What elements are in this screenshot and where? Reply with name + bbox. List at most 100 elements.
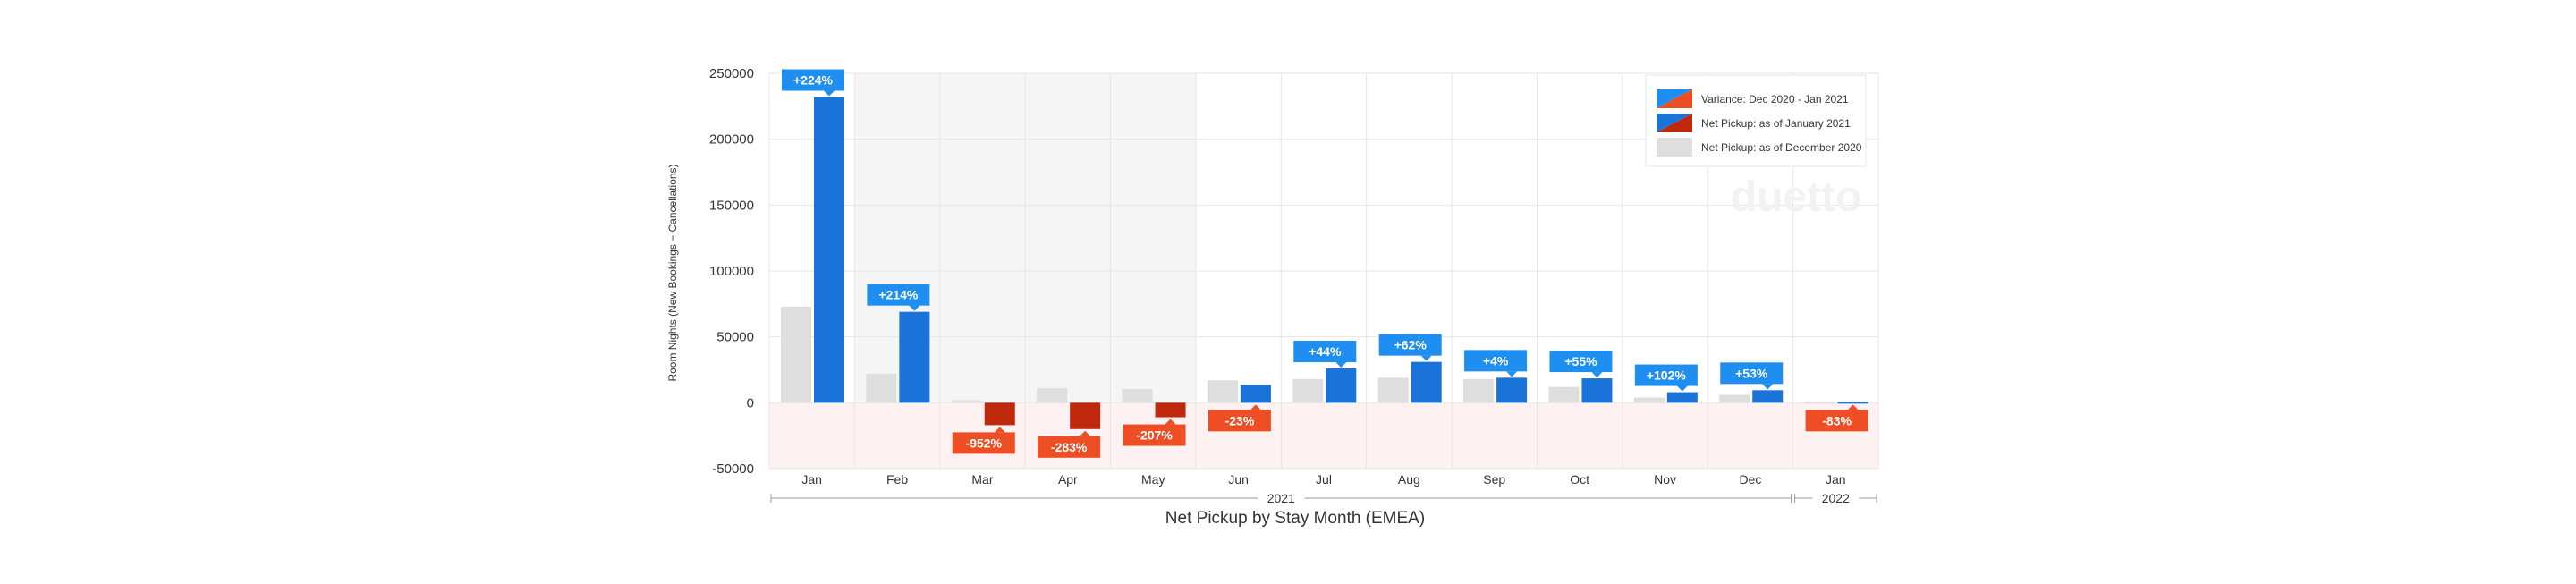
variance-label: -83% — [1822, 413, 1852, 427]
variance-badge — [1208, 410, 1271, 432]
variance-label: +214% — [878, 288, 919, 302]
variance-badge — [1464, 350, 1528, 372]
legend: Variance: Dec 2020 - Jan 2021 Net Pickup… — [1645, 74, 1867, 167]
bar-jan-2021 — [1837, 402, 1868, 404]
variance-badge-pointer — [1080, 430, 1091, 436]
bar-dec-2020 — [1037, 388, 1068, 403]
variance-badge-pointer — [1762, 384, 1774, 390]
x-tick-label: Dec — [1739, 472, 1761, 487]
legend-swatch-december — [1657, 138, 1692, 157]
variance-label: +62% — [1394, 338, 1428, 352]
bar-dec-2020 — [866, 373, 897, 403]
legend-label-december: Net Pickup: as of December 2020 — [1701, 141, 1862, 154]
x-tick-label: Sep — [1483, 472, 1505, 487]
bars — [781, 97, 1868, 429]
bar-dec-2020 — [1463, 378, 1495, 403]
variance-label: +4% — [1483, 353, 1509, 368]
variance-badge — [1805, 410, 1868, 432]
y-tick-label: 50000 — [716, 330, 754, 345]
legend-item-variance: Variance: Dec 2020 - Jan 2021 — [1657, 89, 1849, 108]
variance-label: +44% — [1309, 344, 1342, 359]
negative-zone — [769, 402, 1878, 469]
y-tick-label: -50000 — [712, 461, 754, 477]
y-tick-label: 150000 — [709, 198, 754, 213]
bar-dec-2020 — [951, 400, 982, 403]
variance-badge — [867, 284, 930, 306]
x-tick-label: Apr — [1058, 472, 1078, 487]
x-tick-label: May — [1141, 472, 1165, 487]
x-tick-label: Mar — [971, 472, 993, 487]
y-axis-title: Room Nights (New Bookings − Cancellation… — [666, 164, 679, 381]
variance-badge-pointer — [1420, 355, 1432, 361]
bar-jan-2021 — [984, 402, 1015, 426]
year-group-axis: 2021 2022 — [770, 491, 1877, 505]
variance-label: +55% — [1564, 354, 1597, 368]
x-tick-label: Nov — [1654, 472, 1676, 487]
variance-badges: +224% +214% -952% -283% -207% -23% +44% +62% +4%… — [782, 69, 1868, 458]
y-tick-label: 0 — [747, 395, 754, 410]
variance-badge-pointer — [1676, 385, 1688, 392]
bar-dec-2020 — [781, 306, 811, 403]
bar-dec-2020 — [1377, 377, 1409, 403]
legend-swatch-variance-negative — [1657, 89, 1692, 108]
bar-jan-2021 — [1496, 377, 1528, 403]
variance-badge-pointer — [1591, 372, 1603, 378]
y-axis-ticks: 250000 200000 150000 100000 50000 0 -50000 — [709, 66, 754, 477]
y-tick-label: 100000 — [709, 264, 754, 279]
x-axis-labels: Jan Feb Mar Apr May Jun Jul Aug Sep Oct Nov Dec Jan — [801, 472, 1845, 487]
variance-badge-pointer — [1250, 404, 1261, 410]
year-label: 2022 — [1822, 491, 1850, 505]
variance-label: +102% — [1647, 368, 1687, 383]
duetto-watermark: duetto — [1731, 174, 1862, 221]
bar-jan-2021 — [1326, 368, 1357, 403]
variance-badge-pointer — [1335, 362, 1347, 368]
x-tick-label: Aug — [1398, 472, 1420, 487]
x-tick-label: Jan — [1826, 472, 1846, 487]
variance-badge-pointer — [994, 427, 1005, 433]
x-tick-label: Jul — [1316, 472, 1332, 487]
variance-badge — [1038, 436, 1101, 458]
x-tick-label: Jun — [1228, 472, 1249, 487]
y-tick-label: 250000 — [709, 66, 754, 81]
legend-item-december: Net Pickup: as of December 2020 — [1657, 138, 1862, 157]
variance-badge — [1634, 364, 1698, 386]
year-label: 2021 — [1267, 491, 1295, 505]
bar-jan-2021 — [1752, 390, 1784, 403]
x-tick-label: Feb — [886, 472, 908, 487]
x-tick-label: Jan — [801, 472, 822, 487]
variance-badge — [1293, 341, 1357, 363]
variance-badge-pointer — [1165, 419, 1176, 425]
bar-jan-2021 — [814, 97, 844, 403]
legend-label-variance: Variance: Dec 2020 - Jan 2021 — [1701, 93, 1849, 106]
bar-jan-2021 — [1666, 392, 1698, 403]
bar-dec-2020 — [1292, 378, 1324, 403]
x-axis-title: Net Pickup by Stay Month (EMEA) — [1165, 509, 1425, 528]
variance-label: +53% — [1735, 366, 1768, 380]
variance-label: -23% — [1225, 413, 1255, 427]
bar-jan-2021 — [899, 311, 930, 403]
bar-jan-2021 — [1155, 402, 1186, 418]
variance-label: +224% — [793, 73, 834, 88]
variance-badge — [1123, 424, 1186, 446]
bar-jan-2021 — [1240, 385, 1271, 403]
variance-badge-pointer — [1506, 371, 1518, 377]
variance-badge-pointer — [824, 90, 835, 97]
variance-badge-pointer — [1847, 404, 1859, 410]
variance-badge — [1720, 362, 1784, 385]
bar-jan-2021 — [1581, 378, 1613, 403]
bar-dec-2020 — [1804, 402, 1835, 404]
variance-badge — [782, 69, 844, 91]
variance-label: -207% — [1136, 428, 1173, 443]
y-tick-label: 200000 — [709, 132, 754, 148]
grid-lines — [768, 72, 1879, 470]
legend-swatch-january-negative — [1657, 114, 1692, 132]
variance-badge — [952, 432, 1015, 454]
x-tick-label: Oct — [1570, 472, 1589, 487]
bar-dec-2020 — [1719, 394, 1750, 403]
variance-label: -283% — [1051, 440, 1088, 454]
variance-badge — [1378, 334, 1442, 356]
variance-label: -952% — [966, 436, 1003, 450]
bar-dec-2020 — [1548, 386, 1580, 403]
bar-dec-2020 — [1633, 397, 1665, 403]
